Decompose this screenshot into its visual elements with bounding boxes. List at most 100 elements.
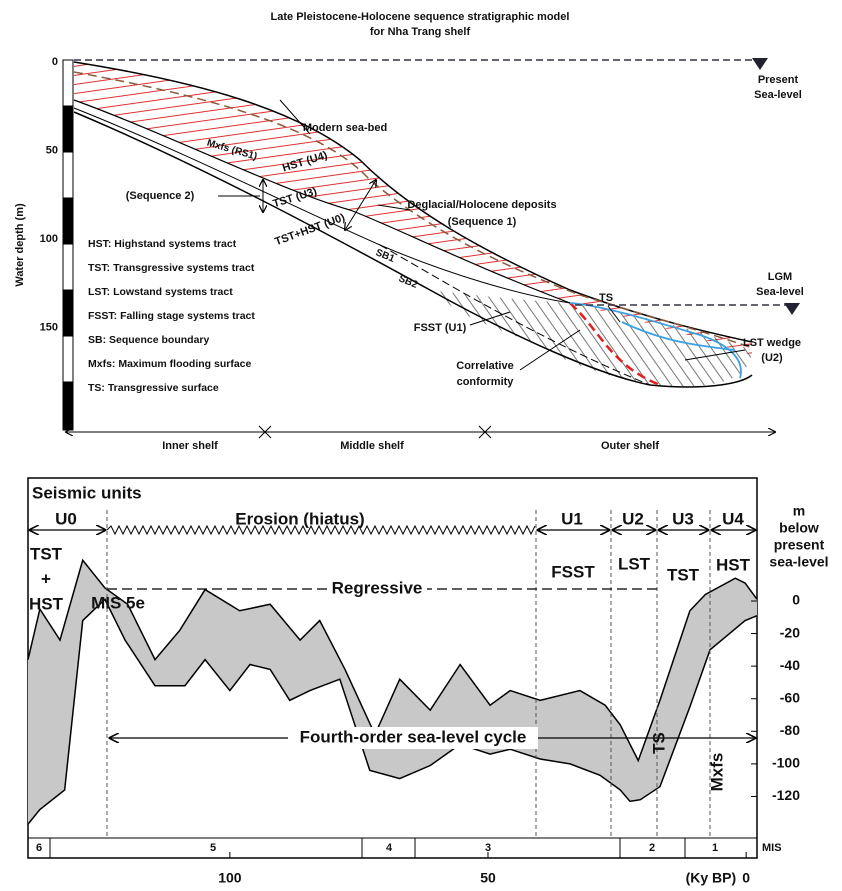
hatch-fsst-lst <box>430 290 752 387</box>
frame <box>27 477 758 859</box>
lst-boundary <box>569 302 661 387</box>
leader <box>519 329 581 371</box>
y-axis-label: present <box>774 537 825 553</box>
label: TS <box>649 732 668 754</box>
label: Correlative <box>456 360 513 372</box>
unit-label: U3 <box>672 509 694 528</box>
hatch-sequence1 <box>74 62 752 355</box>
mis-stage: 2 <box>649 842 655 854</box>
leader <box>469 311 511 326</box>
mis-label: MIS <box>762 842 782 854</box>
chart-title: Seismic units <box>32 483 142 502</box>
zone-label: Outer shelf <box>601 440 659 452</box>
unit-label: U4 <box>722 509 744 528</box>
depth-tick: 150 <box>40 321 58 333</box>
y-tick-label: -20 <box>780 624 800 640</box>
correlative-line <box>379 244 651 386</box>
mis-stage: 4 <box>386 842 393 854</box>
y-tick-label: 0 <box>792 592 800 608</box>
shelf-divider <box>258 425 492 439</box>
label: LGM <box>768 271 792 283</box>
leader <box>279 99 311 135</box>
legend-item: HST: Highstand systems tract <box>88 238 237 250</box>
y-tick-label: -60 <box>780 689 800 705</box>
legend: HST: Highstand systems tract TST: Transgr… <box>88 238 255 394</box>
unit-label: Erosion (hiatus) <box>235 509 364 528</box>
sea-level-marker <box>784 303 800 315</box>
depth-segment <box>62 381 74 431</box>
tract-label: TST <box>30 544 63 563</box>
tract-label: HST <box>716 555 751 574</box>
depth-segment <box>62 105 74 153</box>
label: Deglacial/Holocene deposits <box>407 199 556 211</box>
legend-item: FSST: Falling stage systems tract <box>88 310 255 322</box>
label: Modern sea-bed <box>303 122 387 134</box>
zone-label: Middle shelf <box>340 440 404 452</box>
label: Present <box>758 74 799 86</box>
mis-stage: 6 <box>36 842 42 854</box>
x-tick-label: 100 <box>218 870 242 886</box>
depth-segment <box>62 335 74 383</box>
tract-label: HST <box>29 594 64 613</box>
label: TST+HST (U0) <box>273 212 347 249</box>
sea-level-marker <box>752 58 768 70</box>
sea-level-band <box>28 560 757 825</box>
title: Late Pleistocene-Holocene sequence strat… <box>271 11 570 23</box>
axis-label: Water depth (m) <box>14 203 26 287</box>
legend-item: TST: Transgressive systems tract <box>88 262 255 274</box>
label: LST wedge <box>743 337 801 349</box>
y-tick-label: -100 <box>772 755 800 771</box>
legend-item: TS: Transgressive surface <box>88 382 219 394</box>
label: MIS 5e <box>91 593 145 612</box>
mis-stage: 5 <box>210 842 216 854</box>
label: Mxfs <box>707 753 726 792</box>
base <box>73 111 753 388</box>
y-tick-label: -120 <box>772 787 800 803</box>
title: for Nha Trang shelf <box>370 26 471 38</box>
lower-curve <box>27 598 758 825</box>
tract-label: TST <box>667 565 700 584</box>
label: Sea-level <box>754 89 802 101</box>
label: (Sequence 1) <box>448 216 517 228</box>
depth-segment <box>62 151 74 199</box>
arrow <box>345 180 376 230</box>
label-bg <box>288 727 538 749</box>
mxfs-line <box>73 71 753 349</box>
x-tick-label: 0 <box>742 870 750 886</box>
y-tick-label: -80 <box>780 722 800 738</box>
mis-stage: 3 <box>485 842 491 854</box>
x-unit: (Ky BP) <box>686 870 737 886</box>
tract-label: LST <box>618 554 651 573</box>
label: (U2) <box>761 352 783 364</box>
legend-item: SB: Sequence boundary <box>88 334 210 346</box>
legend-item: Mxfs: Maximum flooding surface <box>88 358 252 370</box>
depth-tick: 100 <box>40 233 58 245</box>
depth-segment <box>62 59 74 107</box>
label: Sea-level <box>756 286 804 298</box>
erosion-zigzag <box>106 524 536 536</box>
sb2 <box>73 107 571 304</box>
ts-line <box>569 302 742 379</box>
label: TS <box>599 292 613 304</box>
depth-tick: 50 <box>46 144 58 156</box>
zone-label: Inner shelf <box>162 440 218 452</box>
upper-curve <box>27 558 758 763</box>
unit-label: U0 <box>55 509 77 528</box>
tract-label: + <box>41 569 51 588</box>
label: conformity <box>457 376 515 388</box>
leader <box>684 349 746 361</box>
y-axis-label: below <box>779 520 819 536</box>
y-axis-label: m <box>793 503 805 519</box>
x-tick-label: 50 <box>480 870 496 886</box>
mis-stage: 1 <box>712 842 718 854</box>
depth-bar <box>62 59 74 431</box>
leader <box>377 204 411 211</box>
leader <box>607 305 621 323</box>
depth-segment <box>62 243 74 291</box>
label: Fourth-order sea-level cycle <box>300 727 527 746</box>
depth-segment <box>62 289 74 337</box>
tract-label: FSST <box>551 562 595 581</box>
legend-item: LST: Lowstand systems tract <box>88 286 233 298</box>
